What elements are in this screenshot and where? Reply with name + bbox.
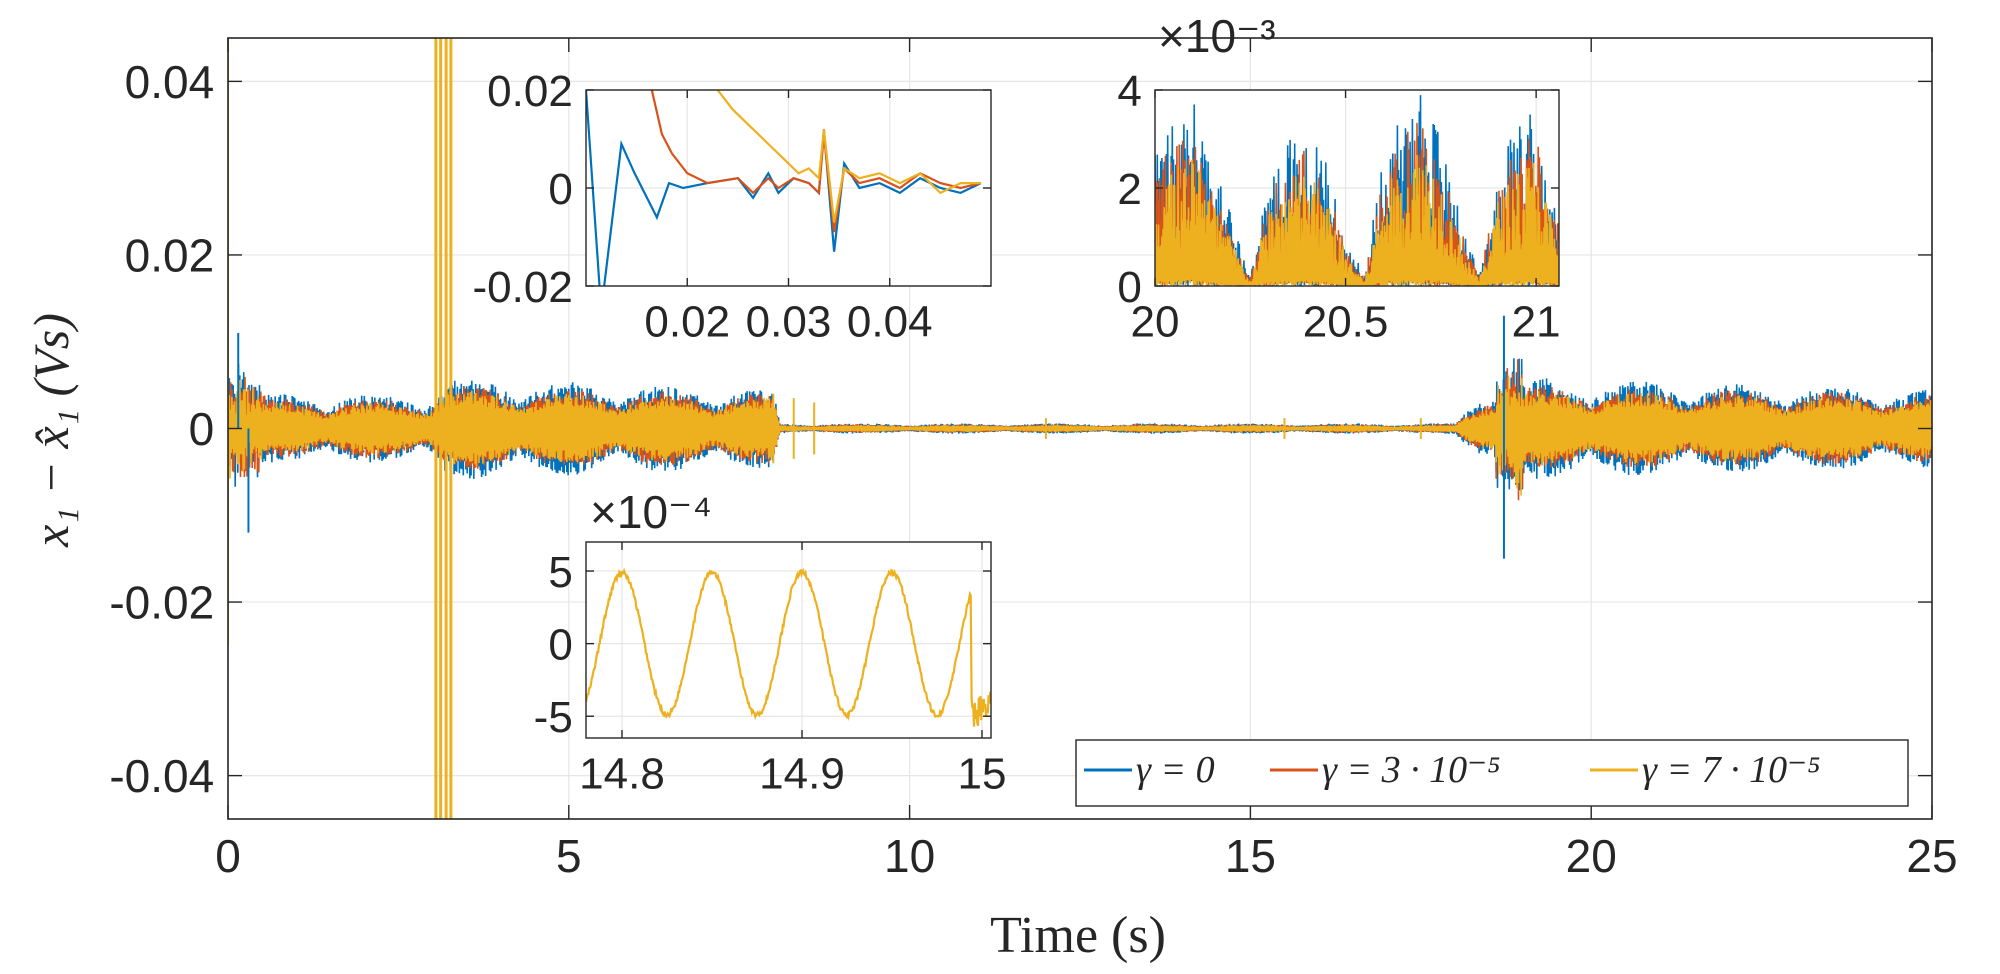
legend-label-gamma-0: γ = 0 bbox=[1136, 749, 1215, 791]
inset-bottom-x-tick-label: 14.8 bbox=[579, 750, 665, 799]
inset-top-right-y-tick-label: 4 bbox=[1117, 67, 1141, 116]
inset-bottom-series-group bbox=[586, 567, 991, 727]
inset-bottom-y-tick-label: 5 bbox=[548, 548, 572, 597]
inset-top-right-x-tick-label: 20 bbox=[1131, 298, 1180, 347]
inset-top-right: 20 20.5 21 0 2 4 ×10⁻³ bbox=[1117, 10, 1560, 347]
y-axis-label: x₁ − x̂₁ (Vs) bbox=[23, 313, 79, 548]
inset-top-left-x-tick-label: 0.02 bbox=[644, 298, 730, 347]
main-plot-lines bbox=[228, 38, 1932, 819]
inset-bottom-y-tick-label: 0 bbox=[548, 620, 572, 669]
inset-top-right-lines bbox=[1155, 95, 1559, 286]
inset-top-left-line-2 bbox=[716, 90, 981, 223]
legend-label-gamma-3e-5: γ = 3 · 10⁻⁵ bbox=[1322, 749, 1500, 791]
inset-top-left: 0.02 0.03 0.04 -0.02 0 0.02 bbox=[473, 67, 992, 347]
inset-bottom: 14.8 14.9 15 -5 0 5 ×10⁻⁴ bbox=[534, 486, 1007, 799]
main-x-tick-label: 0 bbox=[215, 830, 241, 882]
inset-top-left-y-tick-label: 0.02 bbox=[487, 67, 573, 116]
main-series-line-2 bbox=[228, 375, 1932, 496]
main-y-tick-label: 0.04 bbox=[125, 56, 215, 108]
inset-bottom-x-tick-label: 14.9 bbox=[759, 750, 845, 799]
inset-top-right-line-2 bbox=[1155, 154, 1559, 286]
main-y-tick-label: 0.02 bbox=[125, 230, 215, 282]
inset-top-right-x-tick-label: 20.5 bbox=[1303, 298, 1389, 347]
inset-bottom-background bbox=[586, 542, 991, 738]
inset-top-right-x-tick-label: 21 bbox=[1512, 298, 1561, 347]
main-x-tick-label: 15 bbox=[1225, 830, 1276, 882]
main-series-group bbox=[228, 38, 1932, 819]
inset-bottom-line bbox=[586, 567, 991, 727]
inset-top-left-lines bbox=[586, 90, 982, 286]
x-axis-label: Time (s) bbox=[990, 907, 1166, 964]
inset-top-right-exponent: ×10⁻³ bbox=[1158, 10, 1276, 62]
inset-bottom-y-tick-label: -5 bbox=[534, 693, 573, 742]
main-x-tick-label: 25 bbox=[1906, 830, 1957, 882]
inset-top-left-line-1 bbox=[650, 90, 982, 233]
inset-top-left-x-tick-label: 0.04 bbox=[847, 298, 933, 347]
inset-bottom-exponent: ×10⁻⁴ bbox=[590, 486, 712, 538]
legend: γ = 0 γ = 3 · 10⁻⁵ γ = 7 · 10⁻⁵ bbox=[1075, 739, 1909, 807]
inset-top-right-ticks: 20 20.5 21 0 2 4 bbox=[1117, 67, 1560, 347]
inset-top-left-x-tick-label: 0.03 bbox=[746, 298, 832, 347]
main-x-tick-label: 5 bbox=[556, 830, 582, 882]
main-y-tick-label: 0 bbox=[189, 403, 215, 455]
legend-label-gamma-7e-5: γ = 7 · 10⁻⁵ bbox=[1642, 749, 1820, 791]
inset-top-left-y-tick-label: -0.02 bbox=[473, 263, 573, 312]
inset-top-left-ticks: 0.02 0.03 0.04 -0.02 0 0.02 bbox=[473, 67, 991, 347]
main-x-tick-label: 20 bbox=[1566, 830, 1617, 882]
inset-bottom-lines bbox=[586, 567, 991, 727]
main-y-tick-label: -0.02 bbox=[109, 577, 214, 629]
inset-bottom-box bbox=[585, 541, 992, 739]
inset-top-left-series-group bbox=[586, 90, 982, 286]
inset-top-right-series-group bbox=[1155, 95, 1559, 286]
inset-bottom-ticks: 14.8 14.9 15 -5 0 5 bbox=[534, 542, 1007, 799]
legend-box bbox=[1075, 739, 1909, 807]
inset-top-right-y-tick-label: 2 bbox=[1117, 165, 1141, 214]
main-y-tick-label: -0.04 bbox=[109, 750, 214, 802]
inset-top-right-y-tick-label: 0 bbox=[1117, 263, 1141, 312]
inset-top-left-y-tick-label: 0 bbox=[548, 165, 572, 214]
inset-bottom-x-tick-label: 15 bbox=[958, 750, 1007, 799]
main-x-tick-label: 10 bbox=[884, 830, 935, 882]
